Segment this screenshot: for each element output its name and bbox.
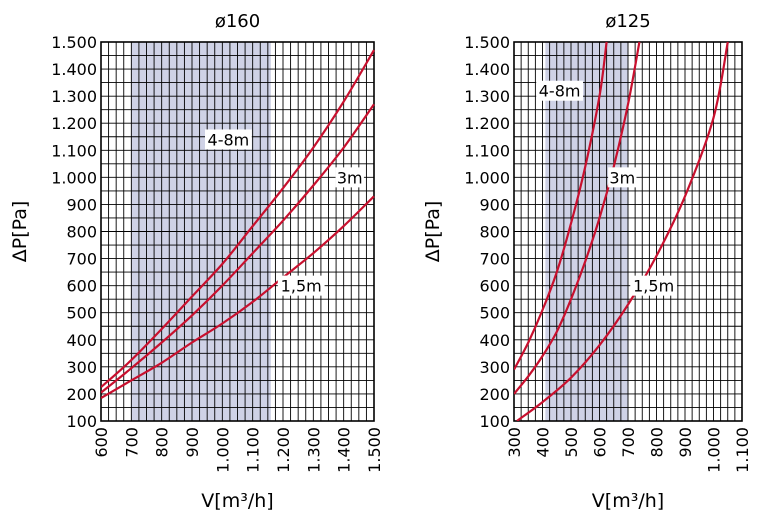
x-tick-label: 400 — [534, 427, 553, 458]
x-tick-label: 700 — [619, 427, 638, 458]
grid — [100, 41, 375, 422]
series-label: 3m — [609, 168, 635, 187]
y-tick-label: 300 — [66, 358, 97, 377]
x-tick-label: 600 — [591, 427, 610, 458]
y-tick-label: 800 — [66, 223, 97, 242]
y-axis-label: ΔP[Pa] — [9, 201, 31, 263]
series-label-bg — [205, 129, 252, 150]
chart-title: ø160 — [215, 11, 260, 32]
x-tick-label: 700 — [122, 427, 141, 458]
series-label: 1,5m — [281, 277, 322, 296]
series-label: 4-8m — [539, 82, 581, 101]
y-tick-label: 900 — [66, 195, 97, 214]
y-tick-label: 800 — [479, 223, 510, 242]
x-tick-label: 1.000 — [705, 427, 724, 473]
y-tick-label: 300 — [479, 358, 510, 377]
y-tick-label: 1.500 — [464, 33, 510, 52]
x-tick-label: 800 — [648, 427, 667, 458]
series-label: 4-8m — [208, 130, 250, 149]
x-tick-label: 500 — [562, 427, 581, 458]
x-tick-label: 900 — [676, 427, 695, 458]
series-label-bg — [630, 275, 678, 296]
chart-title: ø125 — [605, 11, 650, 32]
y-tick-label: 1.000 — [51, 168, 97, 187]
x-tick-label: 1.100 — [733, 427, 752, 473]
series-label: 3m — [337, 168, 363, 187]
series-label-bg — [335, 167, 364, 188]
y-tick-label: 500 — [479, 304, 510, 323]
x-tick-label: 1.500 — [365, 427, 384, 473]
series-label: 1,5m — [633, 277, 674, 296]
y-axis-label: ΔP[Pa] — [422, 201, 444, 263]
y-tick-label: 1.400 — [51, 60, 97, 79]
x-tick-label: 800 — [153, 427, 172, 458]
y-tick-label: 100 — [479, 412, 510, 431]
y-tick-label: 400 — [479, 331, 510, 350]
plot-frame — [100, 41, 375, 422]
x-tick-label: 300 — [505, 427, 524, 458]
x-tick-label: 900 — [183, 427, 202, 458]
y-tick-label: 900 — [479, 195, 510, 214]
y-tick-label: 1.400 — [464, 60, 510, 79]
y-tick-label: 500 — [66, 304, 97, 323]
series-line-15m — [516, 41, 729, 421]
series-line-48m — [514, 41, 608, 371]
y-tick-label: 1.500 — [51, 33, 97, 52]
x-tick-label: 1.000 — [213, 427, 232, 473]
y-tick-label: 400 — [66, 331, 97, 350]
x-tick-label: 600 — [92, 427, 111, 458]
y-tick-label: 1.300 — [464, 87, 510, 106]
y-tick-label: 1.200 — [51, 114, 97, 133]
y-tick-label: 700 — [479, 250, 510, 269]
series-line-3m — [101, 103, 375, 394]
y-tick-label: 1.100 — [51, 141, 97, 160]
y-tick-label: 100 — [66, 412, 97, 431]
series-label-bg — [277, 275, 325, 296]
series-label-bg — [608, 167, 637, 188]
series-line-48m — [101, 49, 375, 389]
x-axis-label: V[m³/h] — [201, 490, 273, 512]
y-tick-label: 200 — [66, 385, 97, 404]
y-tick-label: 600 — [66, 277, 97, 296]
series-label-bg — [536, 80, 583, 101]
y-tick-label: 1.300 — [51, 87, 97, 106]
x-tick-label: 1.100 — [244, 427, 263, 473]
series-line-15m — [101, 195, 375, 399]
y-tick-label: 200 — [479, 385, 510, 404]
y-tick-label: 1.000 — [464, 168, 510, 187]
series-line-3m — [514, 41, 641, 395]
plot-frame — [513, 41, 743, 422]
y-tick-label: 1.100 — [464, 141, 510, 160]
chart-1: 4-8m 3m 1,5m 100 200 300 400 500 600 700 800 900 1.0… — [422, 11, 752, 512]
chart-0: 4-8m 3m 1,5m 100 200 300 400 500 600 700 800 900 1.0… — [9, 11, 384, 512]
y-tick-label: 1.200 — [464, 114, 510, 133]
x-tick-label: 1.200 — [274, 427, 293, 473]
y-tick-label: 700 — [66, 250, 97, 269]
x-axis-label: V[m³/h] — [592, 490, 664, 512]
y-tick-label: 600 — [479, 277, 510, 296]
x-tick-label: 1.300 — [304, 427, 323, 473]
x-tick-label: 1.400 — [335, 427, 354, 473]
